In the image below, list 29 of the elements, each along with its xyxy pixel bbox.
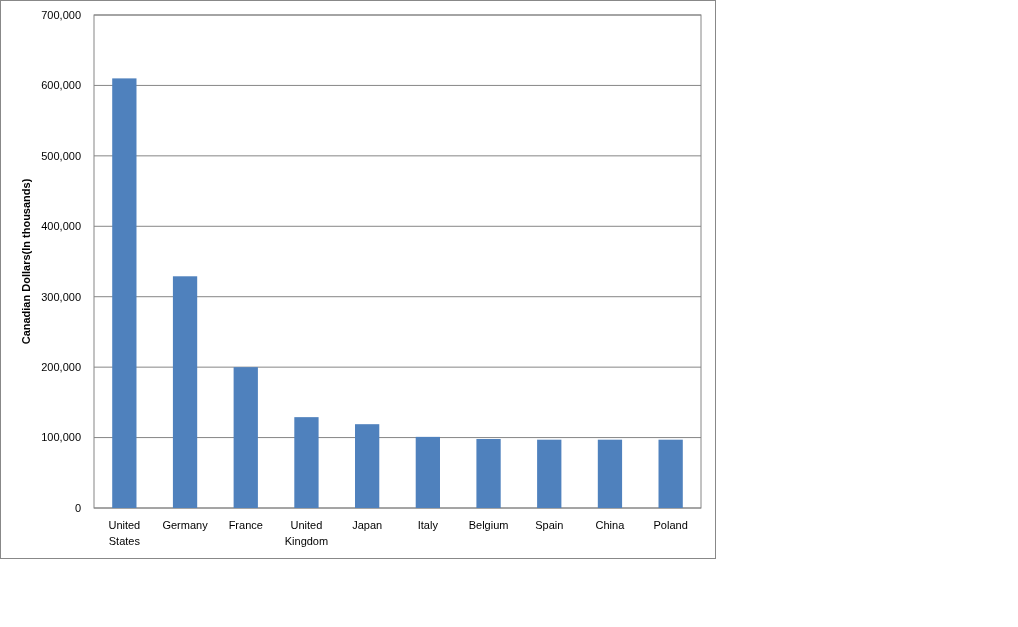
y-tick-label: 200,000 bbox=[41, 360, 81, 373]
x-tick-label: Germany bbox=[162, 519, 209, 531]
bar bbox=[597, 439, 623, 508]
bar bbox=[658, 439, 683, 508]
y-tick-label: 100,000 bbox=[41, 431, 81, 444]
bar bbox=[233, 367, 258, 508]
bar bbox=[112, 78, 137, 508]
x-tick-label: United States bbox=[108, 519, 141, 547]
x-tick-label: Spain bbox=[535, 519, 564, 531]
y-tick-label: 700,000 bbox=[41, 8, 81, 21]
x-tick-label: Poland bbox=[653, 519, 688, 531]
x-tick-label: Belgium bbox=[468, 519, 509, 531]
bar bbox=[476, 438, 501, 508]
y-tick-label: 500,000 bbox=[41, 149, 81, 162]
bar bbox=[172, 276, 198, 508]
x-tick-label: France bbox=[228, 519, 263, 531]
x-tick-label: United Kingdom bbox=[284, 519, 329, 547]
y-tick-label: 600,000 bbox=[41, 79, 81, 92]
x-tick-label: China bbox=[595, 519, 626, 531]
bar bbox=[294, 417, 319, 508]
y-tick-label: 300,000 bbox=[41, 290, 81, 303]
y-tick-label: 0 bbox=[74, 501, 81, 514]
x-tick-label: Japan bbox=[352, 519, 383, 531]
y-axis-title: Canadian Dollars(In thousands) bbox=[20, 178, 32, 345]
bar bbox=[415, 436, 440, 508]
bar bbox=[355, 424, 380, 508]
x-tick-label: Italy bbox=[417, 519, 439, 531]
bar bbox=[537, 439, 562, 508]
y-tick-label: 400,000 bbox=[41, 220, 81, 233]
